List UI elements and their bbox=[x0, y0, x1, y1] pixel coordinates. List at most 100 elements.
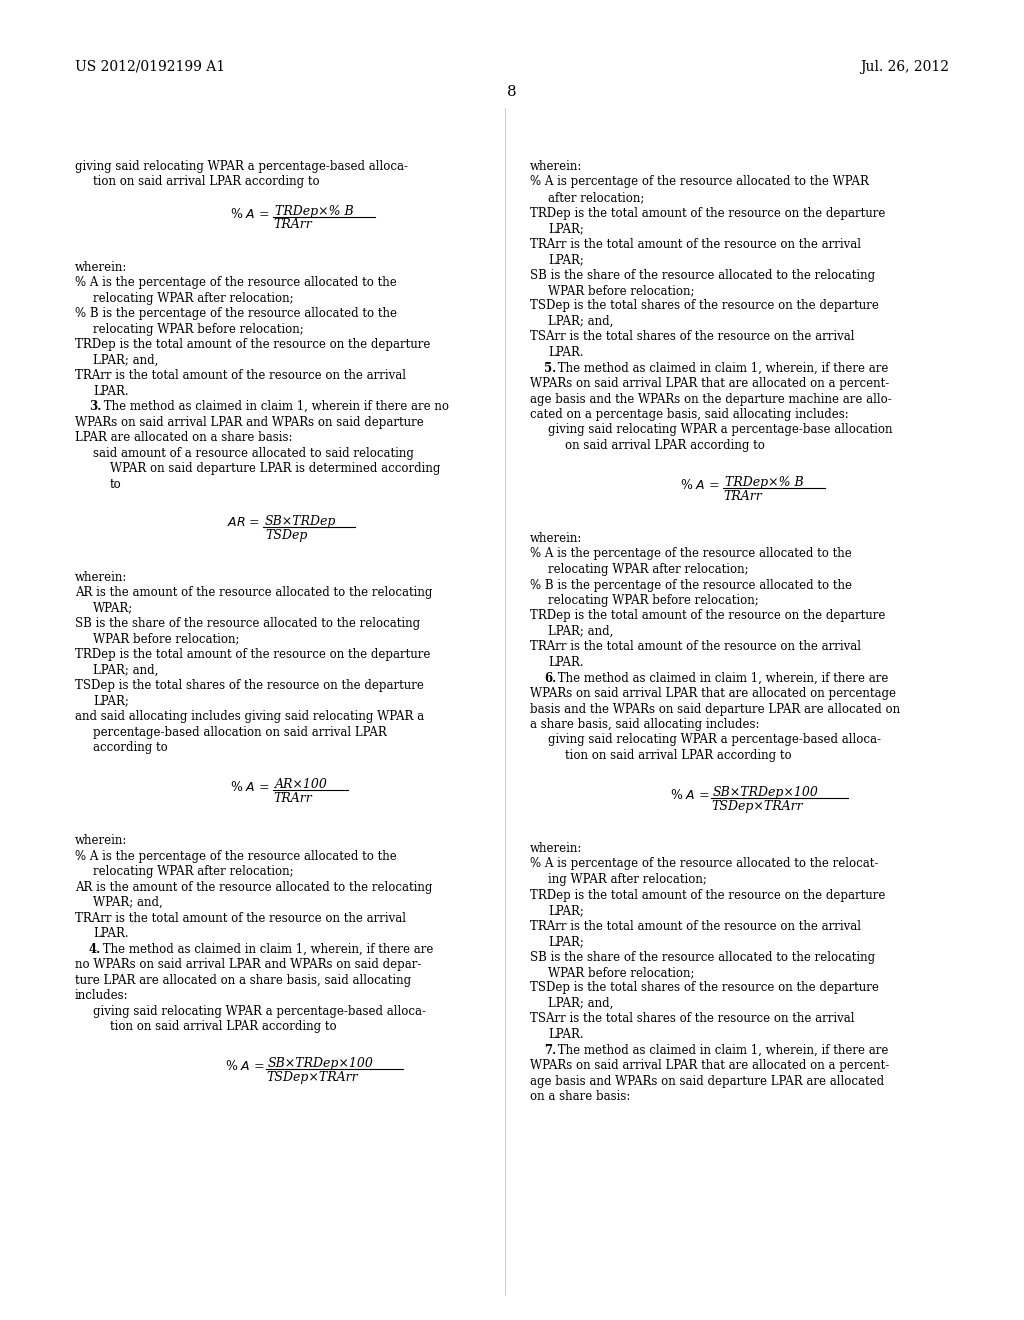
Text: relocating WPAR after relocation;: relocating WPAR after relocation; bbox=[93, 865, 294, 878]
Text: includes:: includes: bbox=[75, 989, 129, 1002]
Text: TRArr: TRArr bbox=[723, 490, 762, 503]
Text: AR is the amount of the resource allocated to the relocating: AR is the amount of the resource allocat… bbox=[75, 586, 432, 599]
Text: 3.: 3. bbox=[89, 400, 101, 413]
Text: tion on said arrival LPAR according to: tion on said arrival LPAR according to bbox=[110, 1020, 337, 1034]
Text: wherein:: wherein: bbox=[530, 160, 583, 173]
Text: relocating WPAR after relocation;: relocating WPAR after relocation; bbox=[548, 564, 749, 576]
Text: TRDep is the total amount of the resource on the departure: TRDep is the total amount of the resourc… bbox=[530, 610, 886, 623]
Text: TRDep is the total amount of the resource on the departure: TRDep is the total amount of the resourc… bbox=[75, 338, 430, 351]
Text: LPAR.: LPAR. bbox=[548, 1028, 584, 1041]
Text: according to: according to bbox=[93, 742, 168, 754]
Text: to: to bbox=[110, 478, 122, 491]
Text: on a share basis:: on a share basis: bbox=[530, 1090, 631, 1104]
Text: TRDep is the total amount of the resource on the departure: TRDep is the total amount of the resourc… bbox=[75, 648, 430, 661]
Text: SB×TRDep: SB×TRDep bbox=[265, 515, 336, 528]
Text: US 2012/0192199 A1: US 2012/0192199 A1 bbox=[75, 59, 225, 74]
Text: Jul. 26, 2012: Jul. 26, 2012 bbox=[860, 59, 949, 74]
Text: LPAR.: LPAR. bbox=[93, 384, 129, 397]
Text: percentage-based allocation on said arrival LPAR: percentage-based allocation on said arri… bbox=[93, 726, 387, 739]
Text: on said arrival LPAR according to: on said arrival LPAR according to bbox=[565, 440, 765, 451]
Text: LPAR;: LPAR; bbox=[548, 935, 584, 948]
Text: wherein:: wherein: bbox=[530, 532, 583, 545]
Text: SB is the share of the resource allocated to the relocating: SB is the share of the resource allocate… bbox=[530, 268, 876, 281]
Text: The method as claimed in claim 1, wherein, if there are: The method as claimed in claim 1, wherei… bbox=[554, 672, 889, 685]
Text: LPAR; and,: LPAR; and, bbox=[548, 315, 613, 327]
Text: TRDep is the total amount of the resource on the departure: TRDep is the total amount of the resourc… bbox=[530, 206, 886, 219]
Text: % $A$ =: % $A$ = bbox=[230, 780, 270, 795]
Text: wherein:: wherein: bbox=[75, 261, 127, 273]
Text: LPAR.: LPAR. bbox=[93, 927, 129, 940]
Text: giving said relocating WPAR a percentage-base allocation: giving said relocating WPAR a percentage… bbox=[548, 424, 893, 437]
Text: LPAR;: LPAR; bbox=[93, 694, 129, 708]
Text: wherein:: wherein: bbox=[75, 570, 127, 583]
Text: after relocation;: after relocation; bbox=[548, 191, 644, 205]
Text: TSDep×TRArr: TSDep×TRArr bbox=[711, 800, 803, 813]
Text: WPARs on said arrival LPAR that are allocated on a percent-: WPARs on said arrival LPAR that are allo… bbox=[530, 1059, 889, 1072]
Text: giving said relocating WPAR a percentage-based alloca-: giving said relocating WPAR a percentage… bbox=[548, 734, 881, 747]
Text: relocating WPAR after relocation;: relocating WPAR after relocation; bbox=[93, 292, 294, 305]
Text: basis and the WPARs on said departure LPAR are allocated on: basis and the WPARs on said departure LP… bbox=[530, 702, 900, 715]
Text: SB×TRDep×100: SB×TRDep×100 bbox=[268, 1057, 374, 1071]
Text: tion on said arrival LPAR according to: tion on said arrival LPAR according to bbox=[93, 176, 319, 189]
Text: wherein:: wherein: bbox=[75, 834, 127, 847]
Text: LPAR.: LPAR. bbox=[548, 346, 584, 359]
Text: AR×100: AR×100 bbox=[275, 777, 328, 791]
Text: LPAR are allocated on a share basis:: LPAR are allocated on a share basis: bbox=[75, 432, 293, 445]
Text: The method as claimed in claim 1, wherein, if there are: The method as claimed in claim 1, wherei… bbox=[554, 1044, 889, 1056]
Text: TSArr is the total shares of the resource on the arrival: TSArr is the total shares of the resourc… bbox=[530, 1012, 854, 1026]
Text: The method as claimed in claim 1, wherein, if there are: The method as claimed in claim 1, wherei… bbox=[99, 942, 433, 956]
Text: % $A$ =: % $A$ = bbox=[680, 478, 720, 492]
Text: age basis and the WPARs on the departure machine are allo-: age basis and the WPARs on the departure… bbox=[530, 392, 892, 405]
Text: WPAR before relocation;: WPAR before relocation; bbox=[548, 966, 694, 979]
Text: WPAR before relocation;: WPAR before relocation; bbox=[93, 632, 240, 645]
Text: % B is the percentage of the resource allocated to the: % B is the percentage of the resource al… bbox=[75, 308, 397, 321]
Text: said amount of a resource allocated to said relocating: said amount of a resource allocated to s… bbox=[93, 446, 414, 459]
Text: WPARs on said arrival LPAR that are allocated on percentage: WPARs on said arrival LPAR that are allo… bbox=[530, 686, 896, 700]
Text: LPAR; and,: LPAR; and, bbox=[548, 997, 613, 1010]
Text: TRDep×% B: TRDep×% B bbox=[275, 205, 353, 218]
Text: % $A$ =: % $A$ = bbox=[671, 788, 710, 801]
Text: SB is the share of the resource allocated to the relocating: SB is the share of the resource allocate… bbox=[75, 618, 420, 630]
Text: 6.: 6. bbox=[544, 672, 556, 685]
Text: % $A$ =: % $A$ = bbox=[225, 1059, 265, 1073]
Text: LPAR.: LPAR. bbox=[548, 656, 584, 669]
Text: TRDep is the total amount of the resource on the departure: TRDep is the total amount of the resourc… bbox=[530, 888, 886, 902]
Text: AR is the amount of the resource allocated to the relocating: AR is the amount of the resource allocat… bbox=[75, 880, 432, 894]
Text: age basis and WPARs on said departure LPAR are allocated: age basis and WPARs on said departure LP… bbox=[530, 1074, 884, 1088]
Text: 7.: 7. bbox=[544, 1044, 556, 1056]
Text: TRArr: TRArr bbox=[273, 219, 311, 231]
Text: and said allocating includes giving said relocating WPAR a: and said allocating includes giving said… bbox=[75, 710, 424, 723]
Text: TRArr is the total amount of the resource on the arrival: TRArr is the total amount of the resourc… bbox=[530, 238, 861, 251]
Text: % A is the percentage of the resource allocated to the: % A is the percentage of the resource al… bbox=[75, 276, 396, 289]
Text: LPAR; and,: LPAR; and, bbox=[93, 664, 159, 677]
Text: % $A$ =: % $A$ = bbox=[230, 206, 270, 220]
Text: 5.: 5. bbox=[544, 362, 556, 375]
Text: $AR$ =: $AR$ = bbox=[227, 516, 260, 529]
Text: SB×TRDep×100: SB×TRDep×100 bbox=[713, 785, 819, 799]
Text: giving said relocating WPAR a percentage-based alloca-: giving said relocating WPAR a percentage… bbox=[75, 160, 408, 173]
Text: ing WPAR after relocation;: ing WPAR after relocation; bbox=[548, 873, 707, 886]
Text: WPAR; and,: WPAR; and, bbox=[93, 896, 163, 909]
Text: WPAR;: WPAR; bbox=[93, 602, 133, 615]
Text: TSDep: TSDep bbox=[265, 528, 307, 541]
Text: TSDep is the total shares of the resource on the departure: TSDep is the total shares of the resourc… bbox=[75, 680, 424, 692]
Text: 4.: 4. bbox=[89, 942, 101, 956]
Text: WPARs on said arrival LPAR and WPARs on said departure: WPARs on said arrival LPAR and WPARs on … bbox=[75, 416, 424, 429]
Text: % A is the percentage of the resource allocated to the: % A is the percentage of the resource al… bbox=[530, 548, 852, 561]
Text: The method as claimed in claim 1, wherein, if there are: The method as claimed in claim 1, wherei… bbox=[554, 362, 889, 375]
Text: % A is percentage of the resource allocated to the relocat-: % A is percentage of the resource alloca… bbox=[530, 858, 879, 870]
Text: LPAR;: LPAR; bbox=[548, 904, 584, 917]
Text: LPAR; and,: LPAR; and, bbox=[548, 624, 613, 638]
Text: ture LPAR are allocated on a share basis, said allocating: ture LPAR are allocated on a share basis… bbox=[75, 974, 411, 987]
Text: TRArr is the total amount of the resource on the arrival: TRArr is the total amount of the resourc… bbox=[75, 912, 406, 925]
Text: relocating WPAR before relocation;: relocating WPAR before relocation; bbox=[548, 594, 759, 607]
Text: WPAR before relocation;: WPAR before relocation; bbox=[548, 284, 694, 297]
Text: tion on said arrival LPAR according to: tion on said arrival LPAR according to bbox=[565, 748, 792, 762]
Text: % A is the percentage of the resource allocated to the: % A is the percentage of the resource al… bbox=[75, 850, 396, 863]
Text: TSArr is the total shares of the resource on the arrival: TSArr is the total shares of the resourc… bbox=[530, 330, 854, 343]
Text: The method as claimed in claim 1, wherein if there are no: The method as claimed in claim 1, wherei… bbox=[100, 400, 449, 413]
Text: TSDep is the total shares of the resource on the departure: TSDep is the total shares of the resourc… bbox=[530, 300, 879, 313]
Text: TRArr: TRArr bbox=[273, 792, 311, 805]
Text: TRArr is the total amount of the resource on the arrival: TRArr is the total amount of the resourc… bbox=[530, 920, 861, 932]
Text: LPAR; and,: LPAR; and, bbox=[93, 354, 159, 367]
